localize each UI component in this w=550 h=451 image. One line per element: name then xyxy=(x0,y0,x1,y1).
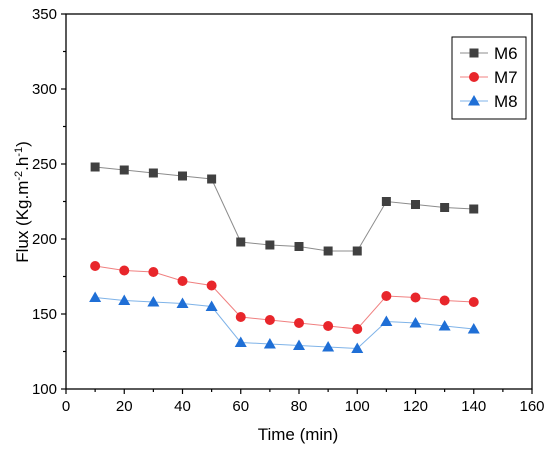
y-tick-label: 300 xyxy=(32,81,57,98)
data-point-m7 xyxy=(352,324,363,334)
data-point-m6 xyxy=(90,162,100,172)
legend-marker-m8 xyxy=(468,95,480,106)
x-tick-label: 0 xyxy=(62,398,70,415)
data-point-m7 xyxy=(468,297,479,307)
data-point-m7 xyxy=(381,291,392,301)
series-line-m8 xyxy=(95,297,474,350)
data-point-m6 xyxy=(469,204,479,214)
data-point-m8 xyxy=(351,342,364,353)
data-point-m7 xyxy=(410,292,421,303)
legend-label-m6: M6 xyxy=(494,44,518,63)
data-point-m8 xyxy=(263,338,276,349)
data-point-m6 xyxy=(352,246,362,256)
data-point-m8 xyxy=(89,291,102,302)
data-point-m8 xyxy=(176,297,189,308)
y-axis-title-mid: .h xyxy=(13,157,32,171)
plot-area: 0 20 40 60 80 100 120 140 160 100 150 200 250 300 350 M… xyxy=(32,6,545,415)
x-tick-label: 80 xyxy=(291,398,308,415)
data-point-m8 xyxy=(293,339,305,350)
y-axis-title-end: ) xyxy=(13,141,32,147)
data-point-m8 xyxy=(322,341,335,352)
data-point-m8 xyxy=(409,317,422,328)
data-point-m7 xyxy=(177,276,188,286)
y-tick-label: 350 xyxy=(32,6,57,23)
x-tick-label: 100 xyxy=(345,398,370,415)
y-axis-title-base: Flux (Kg.m xyxy=(13,181,32,263)
data-point-m7 xyxy=(148,267,159,277)
data-point-m7 xyxy=(264,315,275,325)
data-point-m6 xyxy=(294,242,304,251)
data-point-m6 xyxy=(381,197,391,206)
data-point-m6 xyxy=(411,200,420,209)
y-axis-title-exp1: -2 xyxy=(13,171,25,181)
x-tick-label: 120 xyxy=(403,398,428,415)
x-tick-label: 40 xyxy=(174,398,191,415)
legend-label-m8: M8 xyxy=(494,92,518,111)
data-point-m7 xyxy=(119,265,130,276)
data-point-m7 xyxy=(90,261,101,271)
y-tick-label: 150 xyxy=(32,306,57,323)
data-point-m6 xyxy=(119,165,129,175)
data-point-m6 xyxy=(265,240,275,250)
x-tick-label: 160 xyxy=(519,398,544,415)
x-axis-title: Time (min) xyxy=(258,425,339,444)
legend-label-m7: M7 xyxy=(494,68,518,87)
data-point-m8 xyxy=(438,320,451,331)
y-axis-title: Flux (Kg.m-2.h-1) xyxy=(13,141,32,263)
y-axis-title-exp2: -1 xyxy=(13,147,25,157)
x-tick-label: 20 xyxy=(116,398,133,415)
data-point-m7 xyxy=(206,280,217,291)
data-point-m6 xyxy=(178,171,187,181)
data-point-m8 xyxy=(467,323,480,334)
data-point-m6 xyxy=(236,237,246,247)
data-point-m6 xyxy=(148,168,158,178)
y-tick-label: 200 xyxy=(32,231,57,248)
legend-marker-m6 xyxy=(469,48,479,58)
data-point-m7 xyxy=(294,318,304,328)
series-line-m6 xyxy=(95,166,474,252)
data-point-m6 xyxy=(207,174,217,184)
data-point-m8 xyxy=(205,300,218,311)
data-point-m7 xyxy=(235,312,246,322)
x-tick-label: 140 xyxy=(461,398,486,415)
x-tick-label: 60 xyxy=(232,398,249,415)
data-point-m7 xyxy=(323,321,334,331)
y-tick-label: 100 xyxy=(32,381,57,398)
data-point-m8 xyxy=(380,315,393,326)
data-point-m7 xyxy=(439,295,450,306)
data-point-m6 xyxy=(440,203,450,212)
data-point-m8 xyxy=(147,296,160,307)
data-point-m6 xyxy=(323,246,333,256)
legend-box xyxy=(451,36,527,120)
legend-marker-m7 xyxy=(469,72,479,82)
y-tick-label: 250 xyxy=(32,156,57,173)
data-point-m8 xyxy=(234,336,247,347)
data-point-m8 xyxy=(118,294,131,305)
